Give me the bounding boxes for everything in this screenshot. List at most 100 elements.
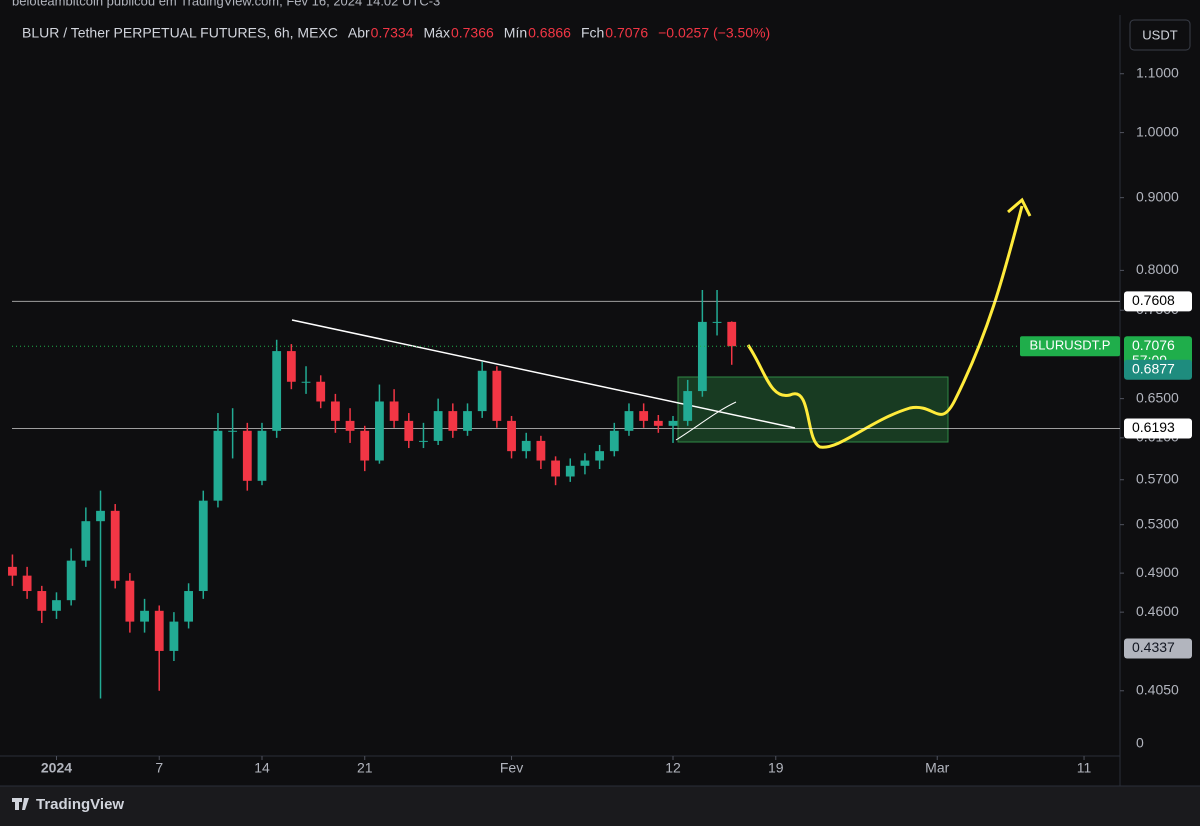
candle-body bbox=[301, 381, 311, 383]
candle-body bbox=[360, 430, 370, 461]
candle-body bbox=[521, 440, 531, 452]
candle-body bbox=[22, 575, 32, 592]
zone-label: 0.6877 bbox=[1132, 361, 1175, 377]
candle-body bbox=[184, 591, 193, 622]
candle-body bbox=[8, 566, 17, 576]
ohlc-value: 0.6866 bbox=[528, 25, 571, 41]
indicator-zero: 0 bbox=[1136, 735, 1144, 751]
x-tick-label: 7 bbox=[155, 760, 163, 776]
header: BLUR / Tether PERPETUAL FUTURES, 6h, MEX… bbox=[22, 25, 770, 41]
candle-body bbox=[639, 411, 649, 421]
y-tick-label: 1.0000 bbox=[1136, 123, 1179, 139]
y-tick-label: 0.8000 bbox=[1136, 261, 1179, 277]
symbol-box bbox=[1020, 336, 1120, 357]
candle-body bbox=[286, 351, 296, 382]
candle-body bbox=[242, 430, 252, 481]
projection-arrow bbox=[1007, 197, 1032, 217]
footer-bar bbox=[0, 786, 1200, 826]
y-tick-label: 0.4600 bbox=[1136, 603, 1179, 619]
candle-body bbox=[624, 411, 634, 431]
x-tick-label: Fev bbox=[500, 760, 523, 776]
ohlc-label: Máx bbox=[424, 25, 450, 41]
x-tick-label: 19 bbox=[768, 760, 784, 776]
y-tick-label: 0.4050 bbox=[1136, 681, 1179, 697]
candle-body bbox=[551, 460, 560, 477]
candle-body bbox=[66, 560, 76, 601]
brand: TradingView bbox=[36, 796, 124, 813]
brand-logo bbox=[12, 798, 29, 810]
candle-body bbox=[507, 420, 516, 452]
change: −0.0257 (−3.50%) bbox=[658, 25, 770, 41]
candle-body bbox=[404, 420, 414, 441]
y-tick-label: 0.5700 bbox=[1136, 470, 1179, 486]
y-tick-label: 0.9000 bbox=[1136, 188, 1179, 204]
candle-body bbox=[433, 411, 443, 441]
candle-body bbox=[609, 430, 619, 452]
candle-body bbox=[228, 430, 238, 432]
candle-body bbox=[668, 420, 678, 426]
y-tick-label: 0.5300 bbox=[1136, 515, 1179, 531]
candle-body bbox=[52, 600, 61, 611]
x-tick-label: 11 bbox=[1077, 760, 1092, 776]
candle-body bbox=[492, 370, 502, 421]
candle-body bbox=[213, 430, 223, 501]
currency-button[interactable] bbox=[1129, 19, 1191, 51]
candle-body bbox=[96, 510, 105, 522]
candle-body bbox=[375, 401, 384, 461]
symbol: BLURUSDT.P bbox=[1030, 338, 1111, 353]
candle-body bbox=[419, 440, 428, 442]
ohlc-value: 0.7076 bbox=[605, 25, 648, 41]
candle-body bbox=[272, 351, 282, 431]
currency[interactable]: USDT bbox=[1142, 27, 1177, 42]
ohlc-label: Mín bbox=[504, 25, 527, 41]
candle-body bbox=[257, 430, 267, 481]
x-tick-label: 21 bbox=[357, 760, 373, 776]
candle-body bbox=[595, 451, 605, 461]
candle-body bbox=[345, 420, 355, 431]
candle-body bbox=[110, 510, 120, 581]
price-label-box bbox=[1124, 291, 1192, 312]
candle-body bbox=[580, 460, 590, 466]
candle-body bbox=[697, 321, 707, 392]
candle-body bbox=[330, 401, 340, 421]
candle-body bbox=[712, 321, 722, 323]
candle-body bbox=[140, 610, 149, 622]
candle-body bbox=[316, 381, 326, 402]
y-tick-label: 0.4900 bbox=[1136, 564, 1179, 580]
candle-body bbox=[389, 401, 399, 421]
candle-body bbox=[448, 411, 458, 431]
y-tick-label: 0.6500 bbox=[1136, 389, 1179, 405]
attribution: beloteambitcoin publicou em TradingView.… bbox=[12, 0, 440, 8]
y-tick-label: 1.1000 bbox=[1136, 64, 1179, 80]
candle-body bbox=[37, 591, 47, 611]
ohlc-label: Fch bbox=[581, 25, 604, 41]
trend-line bbox=[291, 319, 796, 429]
ohlc-value: 0.7366 bbox=[451, 25, 494, 41]
candle-body bbox=[125, 580, 135, 622]
candle-body bbox=[477, 370, 487, 412]
candle-body bbox=[536, 440, 546, 461]
candle-body bbox=[727, 321, 737, 347]
x-tick-label: 12 bbox=[665, 760, 681, 776]
candle-body bbox=[169, 621, 179, 651]
volume-ma-box bbox=[1124, 638, 1192, 659]
projection-path bbox=[746, 205, 1024, 449]
x-tick-label: 2024 bbox=[41, 760, 72, 776]
candle-body bbox=[463, 411, 472, 431]
candle-body bbox=[154, 610, 164, 651]
price-label: 0.7608 bbox=[1132, 292, 1175, 308]
ohlc-value: 0.7334 bbox=[371, 25, 414, 41]
title: BLUR / Tether PERPETUAL FUTURES, 6h, MEX… bbox=[22, 25, 338, 41]
candle-body bbox=[198, 500, 208, 592]
candle-body bbox=[565, 465, 575, 477]
price-label-box bbox=[1124, 418, 1192, 439]
last-price: 0.7076 bbox=[1132, 337, 1175, 353]
x-tick-label: Mar bbox=[925, 760, 949, 776]
candle-body bbox=[683, 391, 693, 421]
x-tick-label: 14 bbox=[254, 760, 270, 776]
candle-body bbox=[81, 521, 91, 561]
volume-ma-label: 0.4337 bbox=[1132, 639, 1175, 655]
price-label: 0.6193 bbox=[1132, 419, 1175, 435]
